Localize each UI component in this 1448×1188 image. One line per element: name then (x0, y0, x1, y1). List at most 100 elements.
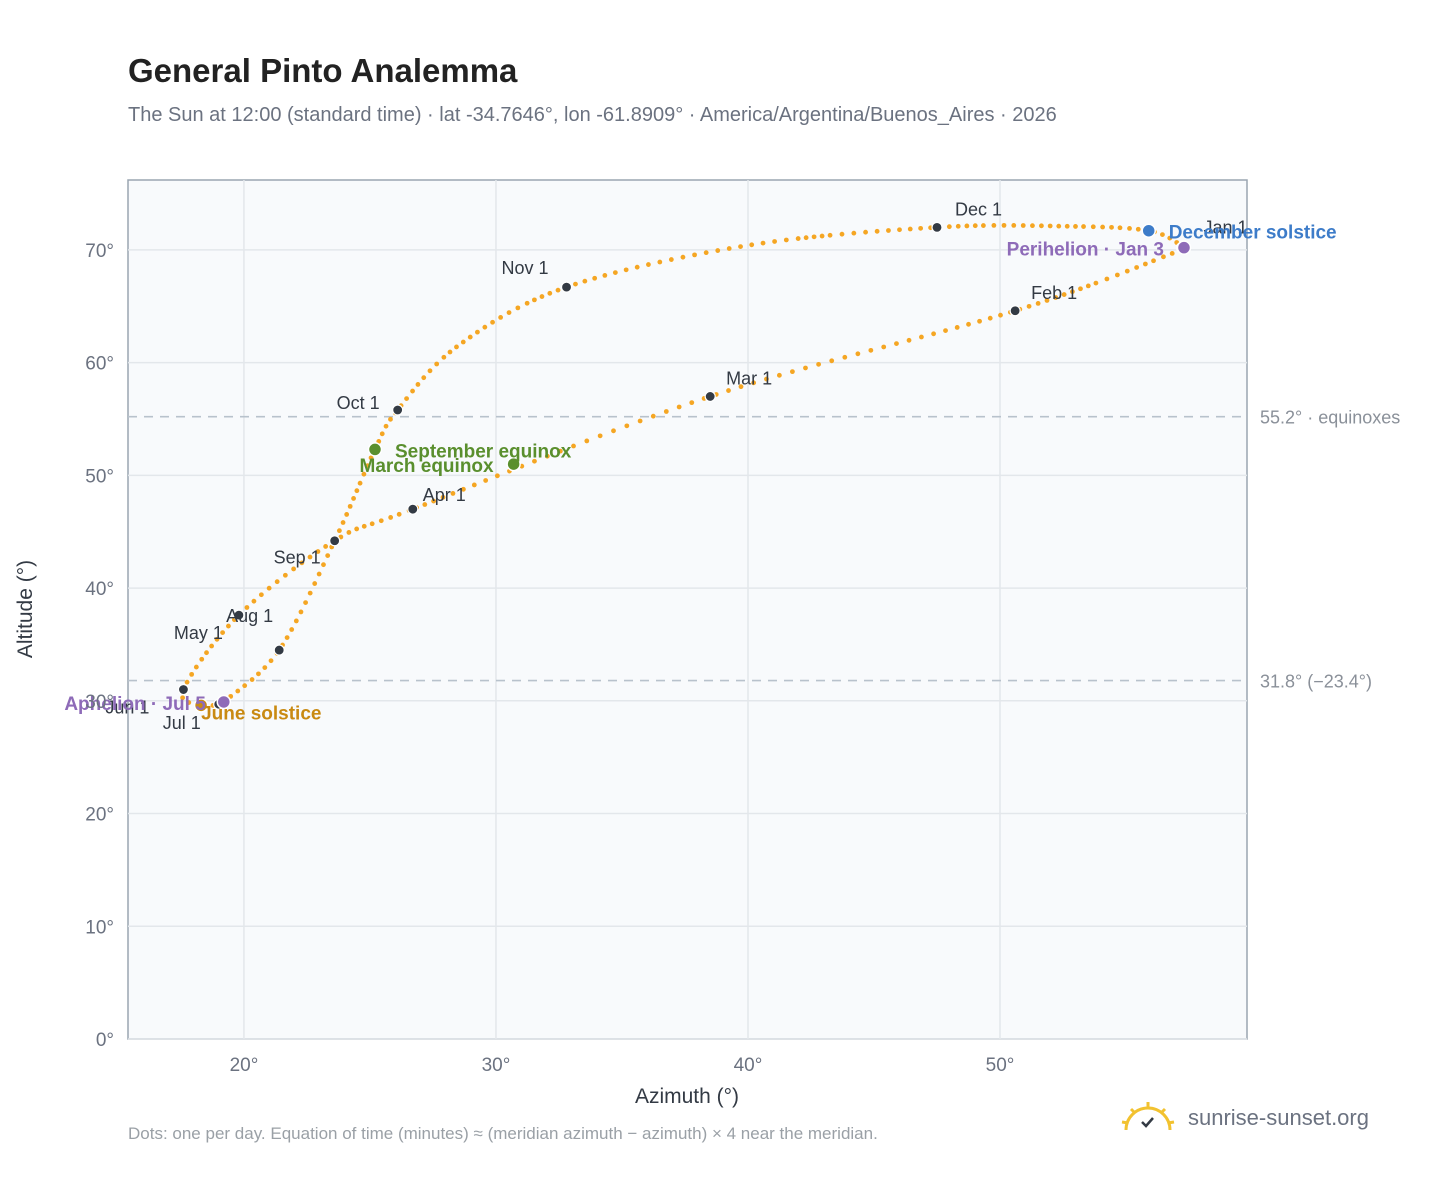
day-dot (776, 372, 782, 378)
day-dot (886, 228, 891, 233)
day-dot (471, 482, 477, 488)
day-dot (715, 248, 721, 253)
day-dot (404, 396, 409, 402)
day-dot (751, 380, 757, 386)
day-dot (180, 695, 186, 701)
day-dot (1056, 223, 1062, 229)
day-dot (676, 404, 682, 410)
day-dot (1026, 303, 1032, 309)
day-dot (634, 264, 640, 270)
day-dot (1047, 223, 1053, 229)
month-marker-dot (407, 503, 419, 515)
day-dot (532, 297, 537, 303)
chart-title: General Pinto Analemma (128, 52, 518, 89)
event-marker-dot (367, 442, 383, 457)
day-dot (293, 618, 299, 624)
day-dot (1117, 225, 1123, 231)
day-dot (842, 354, 848, 360)
day-dot (323, 544, 329, 549)
day-dot (897, 227, 902, 233)
day-dot (475, 329, 480, 335)
day-dot (482, 324, 488, 330)
day-dot (980, 223, 986, 228)
month-marker-dot (560, 281, 573, 293)
day-dot (368, 455, 374, 461)
grid-lines (128, 180, 1247, 1040)
y-tick-label: 70° (85, 241, 114, 262)
event-marker-dot (506, 456, 521, 472)
day-dot (454, 344, 459, 350)
day-dot (379, 431, 385, 437)
reference-lines: 55.2° · equinoxes 31.8° (−23.4°) (128, 408, 1400, 692)
day-dot (555, 287, 561, 293)
day-dot (450, 491, 456, 496)
y-tick-label: 20° (85, 805, 114, 826)
event-marker-dot (1141, 223, 1156, 238)
day-dot (749, 242, 755, 248)
day-dot (354, 526, 360, 532)
day-dot (646, 262, 651, 267)
day-dot (336, 528, 342, 534)
day-dot (954, 325, 960, 330)
day-dot (357, 480, 363, 486)
day-dot (547, 290, 553, 296)
day-dot (361, 523, 367, 529)
day-dot (1124, 268, 1130, 274)
day-dot (592, 275, 598, 281)
day-dot (266, 585, 272, 591)
day-dot (461, 486, 466, 492)
day-dot (1135, 226, 1141, 232)
day-dot (1104, 276, 1110, 282)
y-tick-label: 0° (96, 1030, 114, 1051)
day-dot (204, 650, 209, 656)
day-dot (760, 240, 766, 246)
x-tick-label: 50° (986, 1055, 1015, 1076)
day-dot (410, 388, 415, 394)
day-dot (783, 237, 789, 243)
day-dot (315, 549, 321, 554)
day-dot (532, 458, 537, 464)
day-dot (258, 592, 264, 598)
event-marker-dot (216, 694, 232, 710)
day-dot (321, 562, 326, 568)
month-marker-label: Oct 1 (337, 393, 380, 413)
day-dot (344, 512, 350, 517)
day-dot (584, 438, 590, 444)
day-dot (819, 233, 825, 239)
day-dot (874, 228, 880, 234)
day-dot (284, 635, 290, 640)
event-marker-dot (193, 698, 209, 713)
month-marker-label: Mar 1 (726, 368, 772, 388)
day-dot (440, 494, 446, 500)
x-tick-label: 40° (734, 1055, 763, 1076)
day-dot (1100, 224, 1106, 230)
day-dot (299, 560, 305, 566)
event-marker-label: Aphelion · Jul 5 (64, 694, 206, 715)
month-marker-label: Feb 1 (1031, 283, 1077, 303)
day-dot (998, 312, 1003, 318)
day-dot (226, 623, 231, 629)
month-marker-dot (931, 221, 943, 233)
x-tick-label: 30° (482, 1055, 511, 1076)
day-dot (1093, 280, 1099, 286)
plot-area (127, 179, 1248, 1040)
day-dot (894, 341, 899, 347)
day-dot (582, 278, 588, 284)
day-dot (539, 294, 545, 299)
day-dot (220, 630, 226, 636)
day-dot (415, 382, 421, 387)
day-dot (544, 453, 550, 459)
day-dot (396, 511, 402, 517)
day-dot (650, 413, 656, 419)
day-dot (346, 530, 352, 535)
month-marker-dot (233, 609, 245, 621)
day-dot (657, 259, 663, 265)
day-dot (1073, 224, 1078, 229)
day-dot (1070, 289, 1075, 295)
brand[interactable]: sunrise-sunset.org (1120, 1100, 1369, 1136)
day-dot (789, 369, 795, 375)
day-dot (494, 473, 500, 479)
day-dot (441, 354, 447, 360)
day-dot (931, 331, 936, 337)
day-dot (421, 375, 427, 381)
